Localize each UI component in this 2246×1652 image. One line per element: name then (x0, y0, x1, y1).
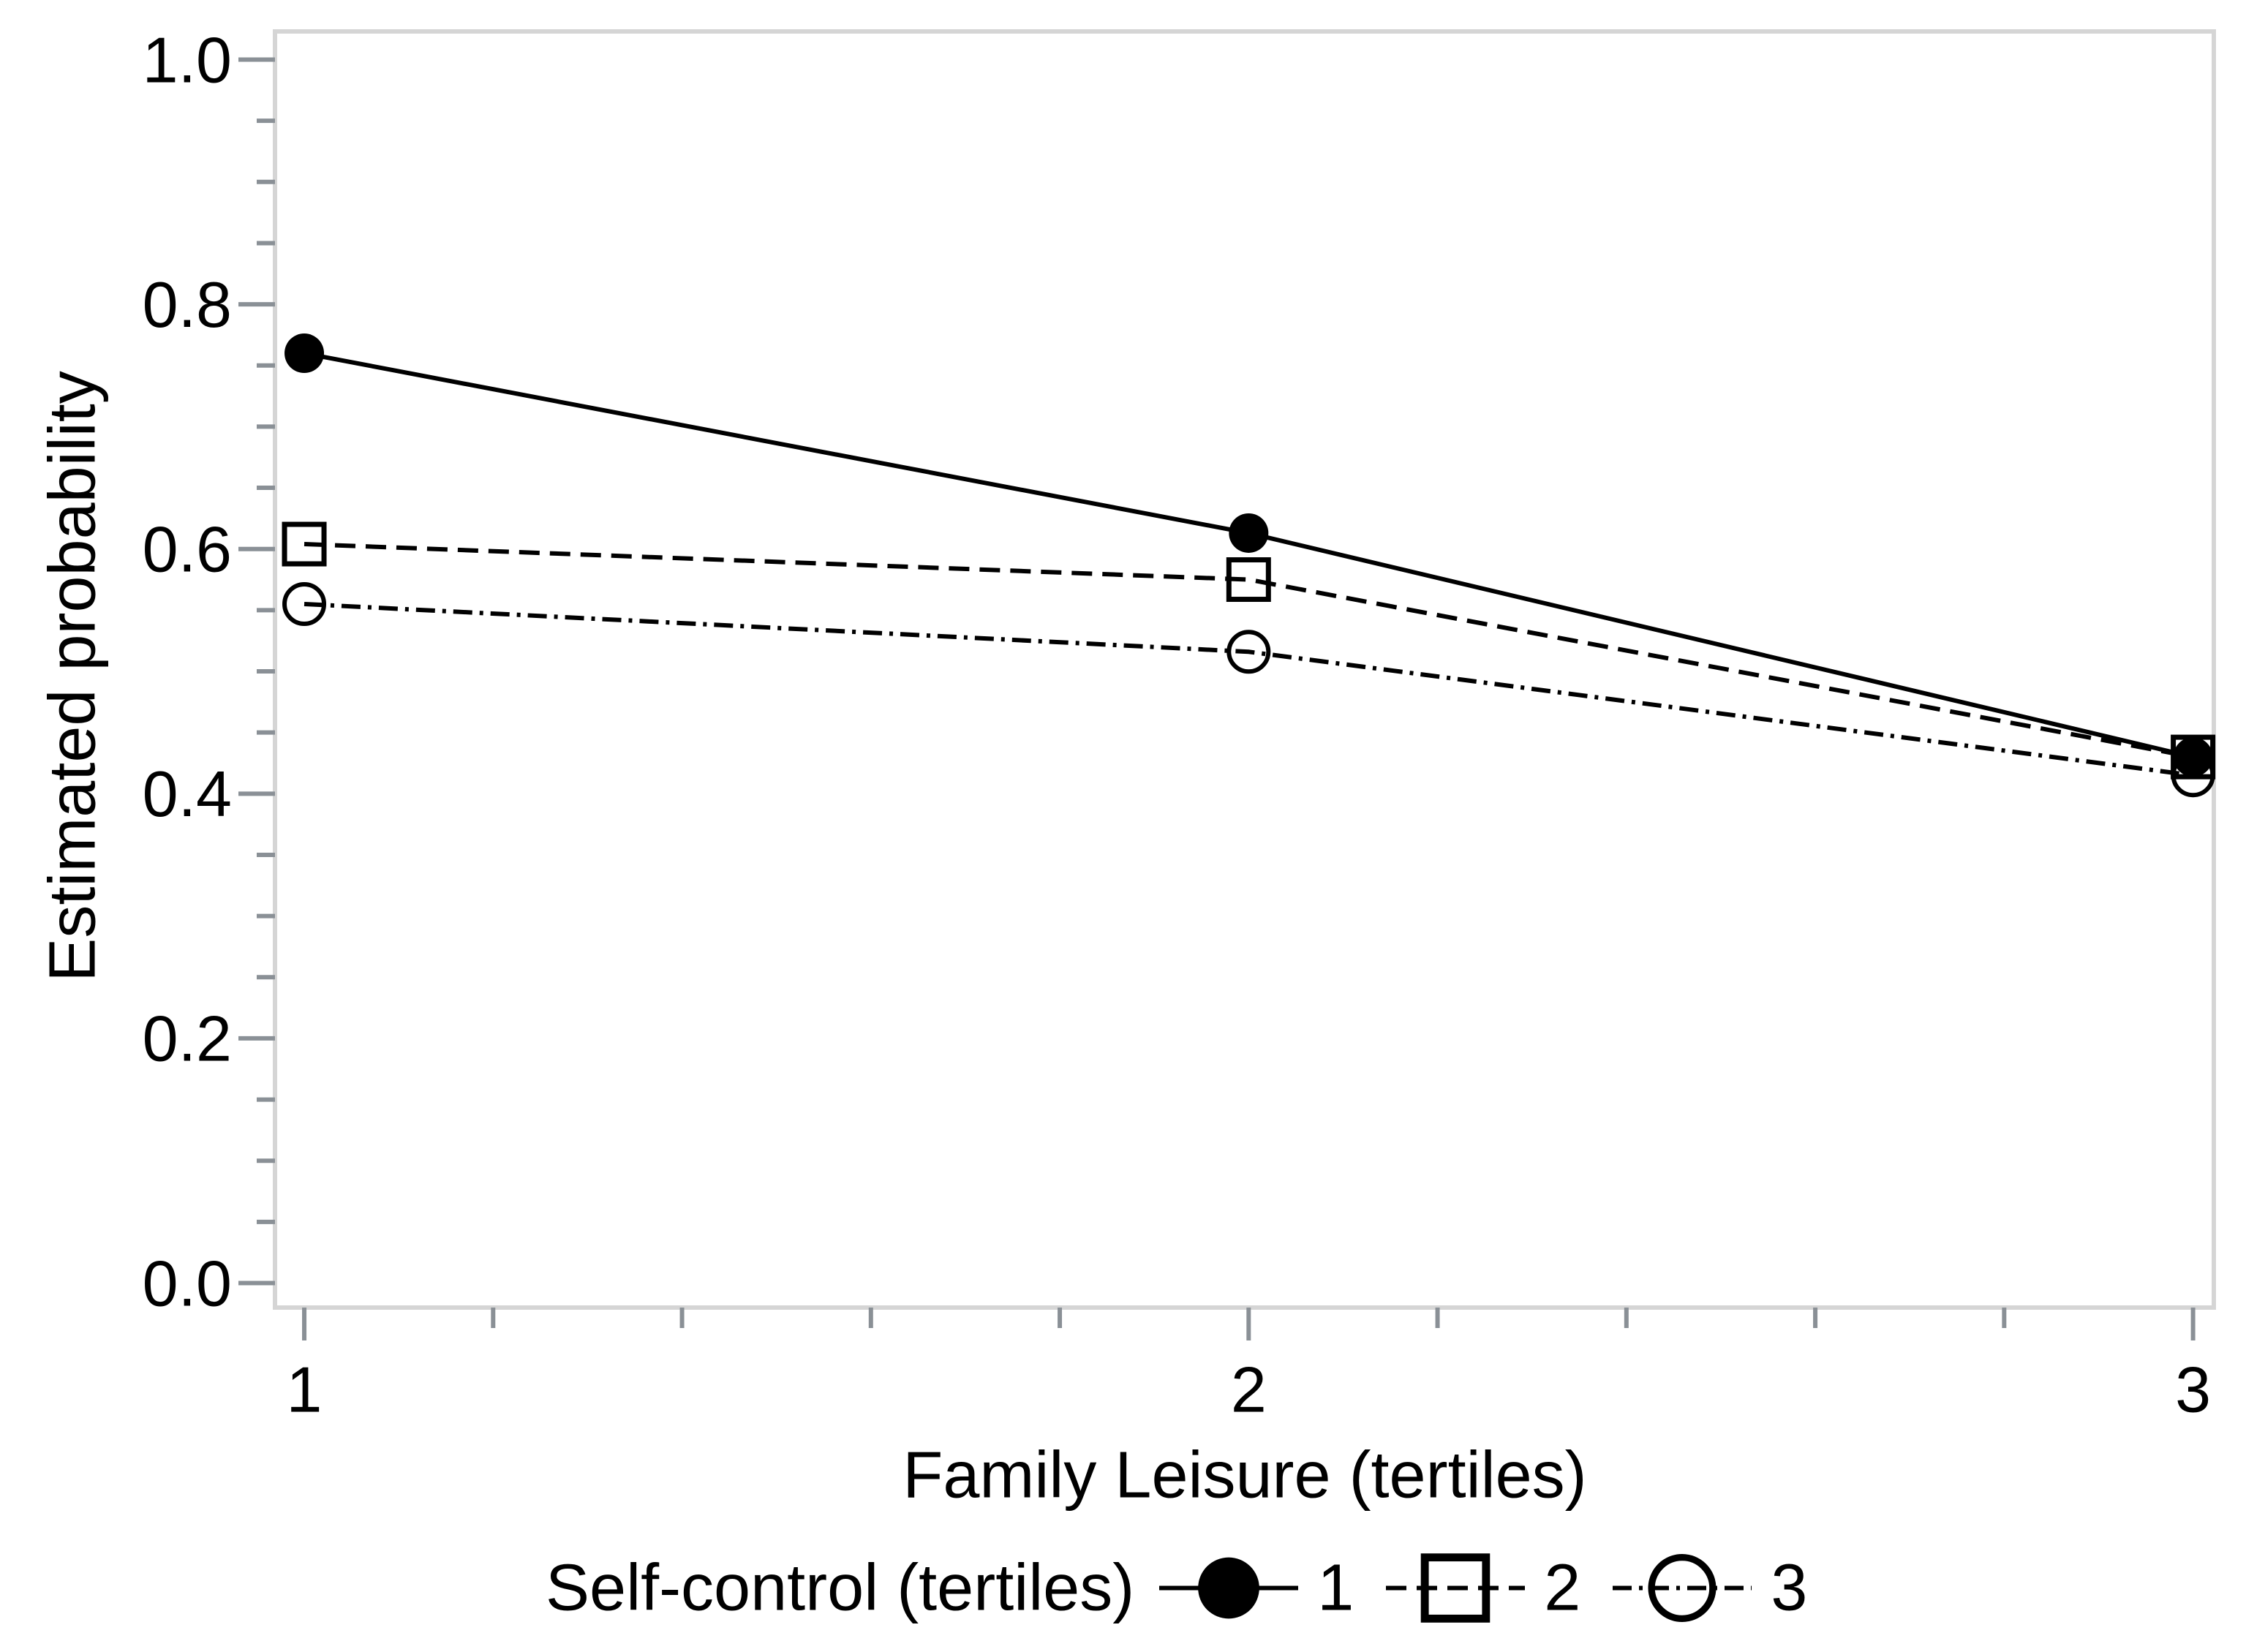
series-line-3 (304, 601, 2193, 778)
open-circle-marker (1226, 630, 1271, 674)
y-axis-title: Estimated probability (36, 371, 110, 982)
open-circle-marker (282, 581, 327, 626)
x-tick-label: 1 (287, 1354, 323, 1426)
legend-item-3: 3 (1613, 1525, 1807, 1652)
legend-title: Self-control (tertiles) (546, 1551, 1135, 1625)
legend-sample-dashed (1386, 1553, 1526, 1623)
legend-label-3: 3 (1771, 1551, 1808, 1625)
y-tick-label: 0.6 (143, 513, 232, 586)
legend-label-1: 1 (1317, 1551, 1354, 1625)
x-axis-title: Family Leisure (tertiles) (902, 1438, 1587, 1512)
y-tick-label: 0.0 (143, 1247, 232, 1319)
legend-item-2: 2 (1386, 1525, 1580, 1652)
y-tick-label: 1.0 (143, 23, 232, 96)
y-tick-label: 0.4 (143, 758, 232, 830)
open-square-marker (1226, 557, 1271, 603)
legend-sample-dash-dot (1613, 1554, 1752, 1622)
open-square-marker (1421, 1553, 1491, 1623)
filled-circle-marker (1229, 513, 1269, 553)
y-tick-label: 0.8 (143, 268, 232, 341)
open-square-marker (282, 521, 327, 567)
filled-circle-marker (2173, 737, 2213, 777)
legend-label-2: 2 (1544, 1551, 1581, 1625)
legend: Self-control (tertiles) 1 2 3 (546, 1525, 1807, 1652)
open-circle-marker (1648, 1554, 1716, 1622)
legend-sample-solid (1159, 1557, 1299, 1619)
filled-circle-marker (1198, 1557, 1260, 1619)
x-tick-label: 3 (2175, 1354, 2211, 1426)
x-tick-label: 2 (1231, 1354, 1267, 1426)
y-tick-label: 0.2 (143, 1003, 232, 1075)
filled-circle-marker (284, 333, 325, 374)
legend-item-1: 1 (1159, 1525, 1354, 1652)
series-line-2 (304, 542, 2194, 760)
